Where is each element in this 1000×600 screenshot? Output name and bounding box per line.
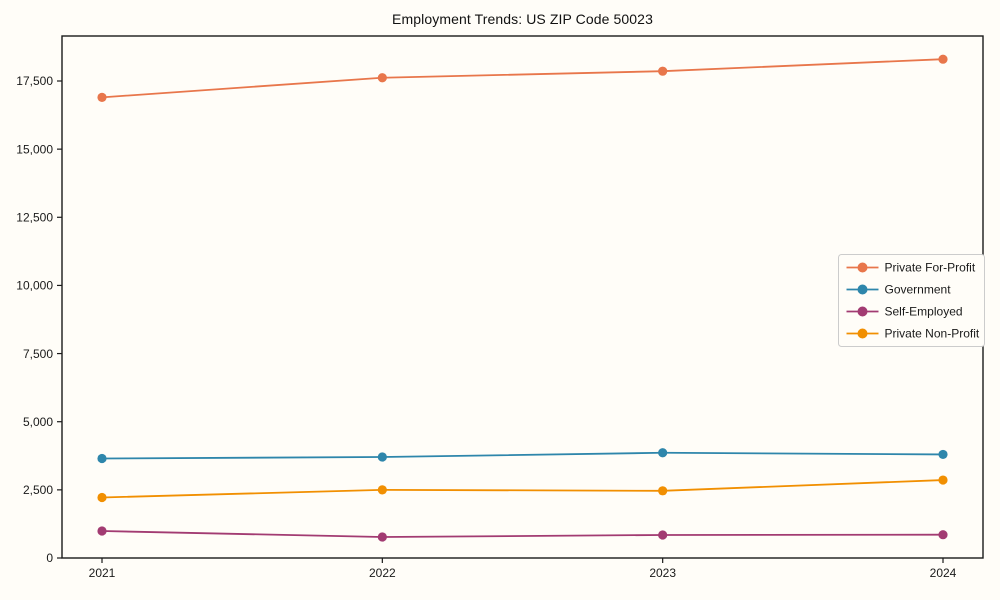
data-point-self-employed — [97, 526, 107, 536]
data-point-self-employed — [938, 530, 948, 540]
legend-marker-private-non-profit — [857, 328, 868, 339]
legend-label-private-for-profit: Private For-Profit — [885, 261, 976, 275]
data-point-private-non-profit — [377, 485, 387, 495]
y-tick-label: 12,500 — [16, 210, 53, 224]
legend-box — [838, 254, 985, 347]
x-tick-label: 2021 — [89, 566, 116, 580]
x-tick-label: 2023 — [649, 566, 676, 580]
y-tick-label: 0 — [46, 551, 53, 565]
y-tick-label: 2,500 — [23, 483, 53, 497]
data-point-private-for-profit — [938, 54, 948, 64]
y-tick-label: 17,500 — [16, 74, 53, 88]
y-tick-label: 10,000 — [16, 279, 53, 293]
series-line-government — [101, 451, 944, 460]
legend-marker-government — [857, 284, 868, 295]
data-point-private-non-profit — [658, 486, 668, 496]
series-line-private-non-profit — [101, 479, 944, 499]
data-point-government — [97, 453, 107, 464]
data-point-self-employed — [658, 530, 668, 540]
data-point-private-non-profit — [97, 492, 107, 503]
data-point-government — [658, 448, 668, 458]
series-line-private-for-profit — [101, 58, 944, 99]
legend-label-government: Government — [885, 283, 952, 297]
legend-marker-private-for-profit — [857, 262, 868, 273]
data-point-private-for-profit — [658, 66, 668, 76]
series-line-self-employed — [101, 530, 944, 538]
x-tick-label: 2024 — [930, 566, 957, 580]
x-tick-label: 2022 — [369, 566, 396, 580]
data-point-government — [938, 449, 948, 460]
data-point-private-for-profit — [377, 73, 387, 83]
legend-label-self-employed: Self-Employed — [885, 305, 963, 319]
data-point-private-non-profit — [938, 475, 948, 485]
legend-label-private-non-profit: Private Non-Profit — [885, 327, 980, 341]
data-point-private-for-profit — [97, 92, 107, 102]
data-point-government — [377, 452, 387, 462]
chart-title: Employment Trends: US ZIP Code 50023 — [392, 11, 653, 27]
y-tick-label: 15,000 — [16, 142, 53, 156]
data-point-self-employed — [377, 532, 387, 542]
y-tick-label: 5,000 — [23, 415, 53, 429]
y-tick-label: 7,500 — [23, 347, 53, 361]
legend-marker-self-employed — [857, 306, 868, 317]
